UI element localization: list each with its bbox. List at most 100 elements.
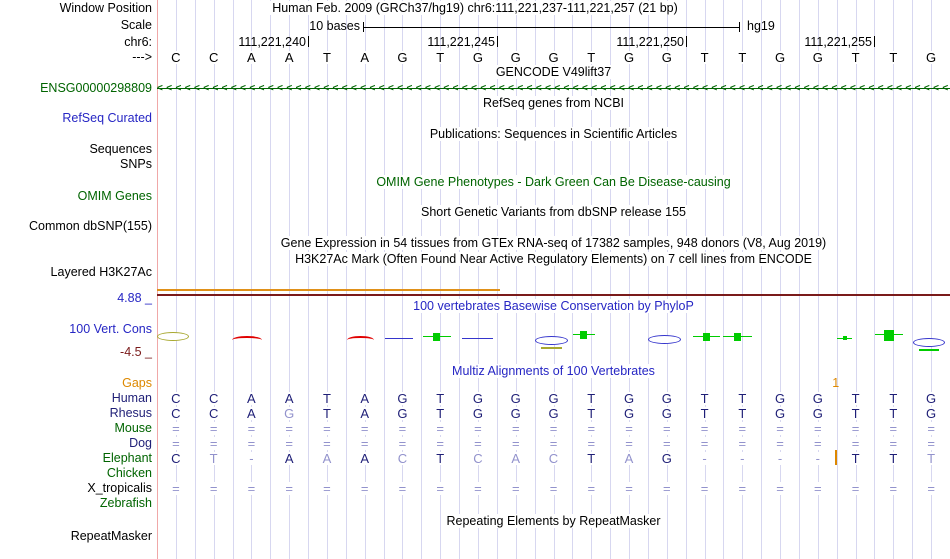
alignment-base: G [466,407,489,420]
ruler-tick [308,36,309,47]
base-guideline [610,0,612,559]
species-label-dog[interactable]: Dog [129,436,152,450]
alignment-base: = [391,422,414,435]
base-guideline [251,0,253,559]
species-label-rhesus[interactable]: Rhesus [109,406,152,420]
alignment-base: = [920,422,943,435]
alignment-base: G [618,392,641,405]
species-label-chicken[interactable]: Chicken [106,466,152,480]
alignment-base: - [731,452,754,465]
alignment-base: = [882,482,905,495]
alignment-base: G [806,392,829,405]
ruler-tick-label: 111,221,250 [616,35,684,49]
scale-value: 10 bases [309,19,360,33]
alignment-base: T [202,452,225,465]
base-guideline [194,0,196,559]
track-title-conservation[interactable]: 100 vertebrates Basewise Conservation by… [157,299,950,313]
track-title-gtex[interactable]: Gene Expression in 54 tissues from GTEx … [157,236,950,250]
track-label-conservation[interactable]: 100 Vert. Cons [69,322,152,336]
species-label-mouse[interactable]: Mouse [114,421,152,435]
alignment-base: T [844,392,867,405]
ruler-tick [874,36,875,47]
alignment-base: - [240,452,263,465]
base-guideline [591,0,593,559]
alignment-base: - [693,452,716,465]
track-label-dbsnp[interactable]: Common dbSNP(155) [29,219,152,233]
alignment-base: = [882,437,905,450]
track-label-refseq-curated[interactable]: RefSeq Curated [62,111,152,125]
gene-item-label[interactable]: ENSG00000298809 [40,81,152,95]
alignment-base: = [164,422,187,435]
alignment-base: = [542,437,565,450]
position-title: Human Feb. 2009 (GRCh37/hg19) chr6:111,2… [0,1,950,15]
species-label-human[interactable]: Human [111,391,152,405]
species-label-x_tropicalis[interactable]: X_tropicalis [87,481,152,495]
conservation-glyph [580,331,587,339]
base-guideline [704,0,706,559]
track-label-sequences[interactable]: Sequences [89,142,152,156]
alignment-base: T [693,407,716,420]
alignment-base: = [353,422,376,435]
track-title-h3k27ac[interactable]: H3K27Ac Mark (Often Found Near Active Re… [157,252,950,266]
alignment-base: A [315,452,338,465]
gap-count-marker: 1 [832,376,840,390]
alignment-base: C [202,407,225,420]
conservation-axis-min: -4.5 _ [120,345,152,359]
alignment-base: = [164,482,187,495]
alignment-base: = [466,482,489,495]
sequence-base: T [731,51,754,64]
ruler-tick-label: 111,221,240 [238,35,306,49]
alignment-base: = [882,422,905,435]
alignment-base: G [542,392,565,405]
alignment-base: A [353,392,376,405]
track-title-refseq[interactable]: RefSeq genes from NCBI [157,96,950,110]
base-guideline [534,0,536,559]
alignment-base: = [769,422,792,435]
alignment-base: = [202,482,225,495]
ruler-tick [686,36,687,47]
alignment-base: = [391,437,414,450]
species-label-gaps[interactable]: Gaps [122,376,152,390]
alignment-base: G [504,407,527,420]
base-guideline [459,0,461,559]
base-guideline [931,0,933,559]
scale-row-label: Scale [120,18,152,32]
gene-strand-arrows[interactable]: <<<<<<<<<<<<<<<<<<<<<<<<<<<<<<<<<<<<<<<<… [157,83,950,94]
base-guideline [308,0,310,559]
track-label-omim-genes[interactable]: OMIM Genes [77,189,152,203]
species-label-elephant[interactable]: Elephant [102,451,152,465]
alignment-base: = [920,437,943,450]
alignment-base: A [618,452,641,465]
alignment-base: = [315,422,338,435]
base-guideline [364,0,366,559]
conservation-glyph [433,333,440,341]
alignment-base: A [353,452,376,465]
alignment-base: C [202,392,225,405]
alignment-base: G [655,392,678,405]
alignment-base: G [391,407,414,420]
track-title-gencode[interactable]: GENCODE V49lift37 [157,65,950,79]
alignment-base: = [429,437,452,450]
conservation-glyph [884,330,894,341]
alignment-base: C [466,452,489,465]
alignment-base: = [731,437,754,450]
sequence-base: G [504,51,527,64]
alignment-base: = [504,437,527,450]
track-title-publications[interactable]: Publications: Sequences in Scientific Ar… [157,127,950,141]
sequence-base: G [769,51,792,64]
track-title-repeatmasker[interactable]: Repeating Elements by RepeatMasker [157,514,950,528]
alignment-base: = [315,437,338,450]
species-label-zebrafish[interactable]: Zebrafish [99,496,152,510]
gene-body-line[interactable] [157,88,950,89]
track-title-multiz[interactable]: Multiz Alignments of 100 Vertebrates [157,364,950,378]
alignment-base: = [618,437,641,450]
conservation-glyph [535,336,568,345]
track-label-h3k27ac[interactable]: Layered H3K27Ac [50,265,152,279]
alignment-base: = [655,422,678,435]
track-label-repeatmasker[interactable]: RepeatMasker [70,529,152,543]
track-label-snps[interactable]: SNPs [120,157,152,171]
alignment-base: G [618,407,641,420]
track-title-dbsnp[interactable]: Short Genetic Variants from dbSNP releas… [157,205,950,219]
track-title-omim[interactable]: OMIM Gene Phenotypes - Dark Green Can Be… [157,175,950,189]
alignment-base: = [391,482,414,495]
